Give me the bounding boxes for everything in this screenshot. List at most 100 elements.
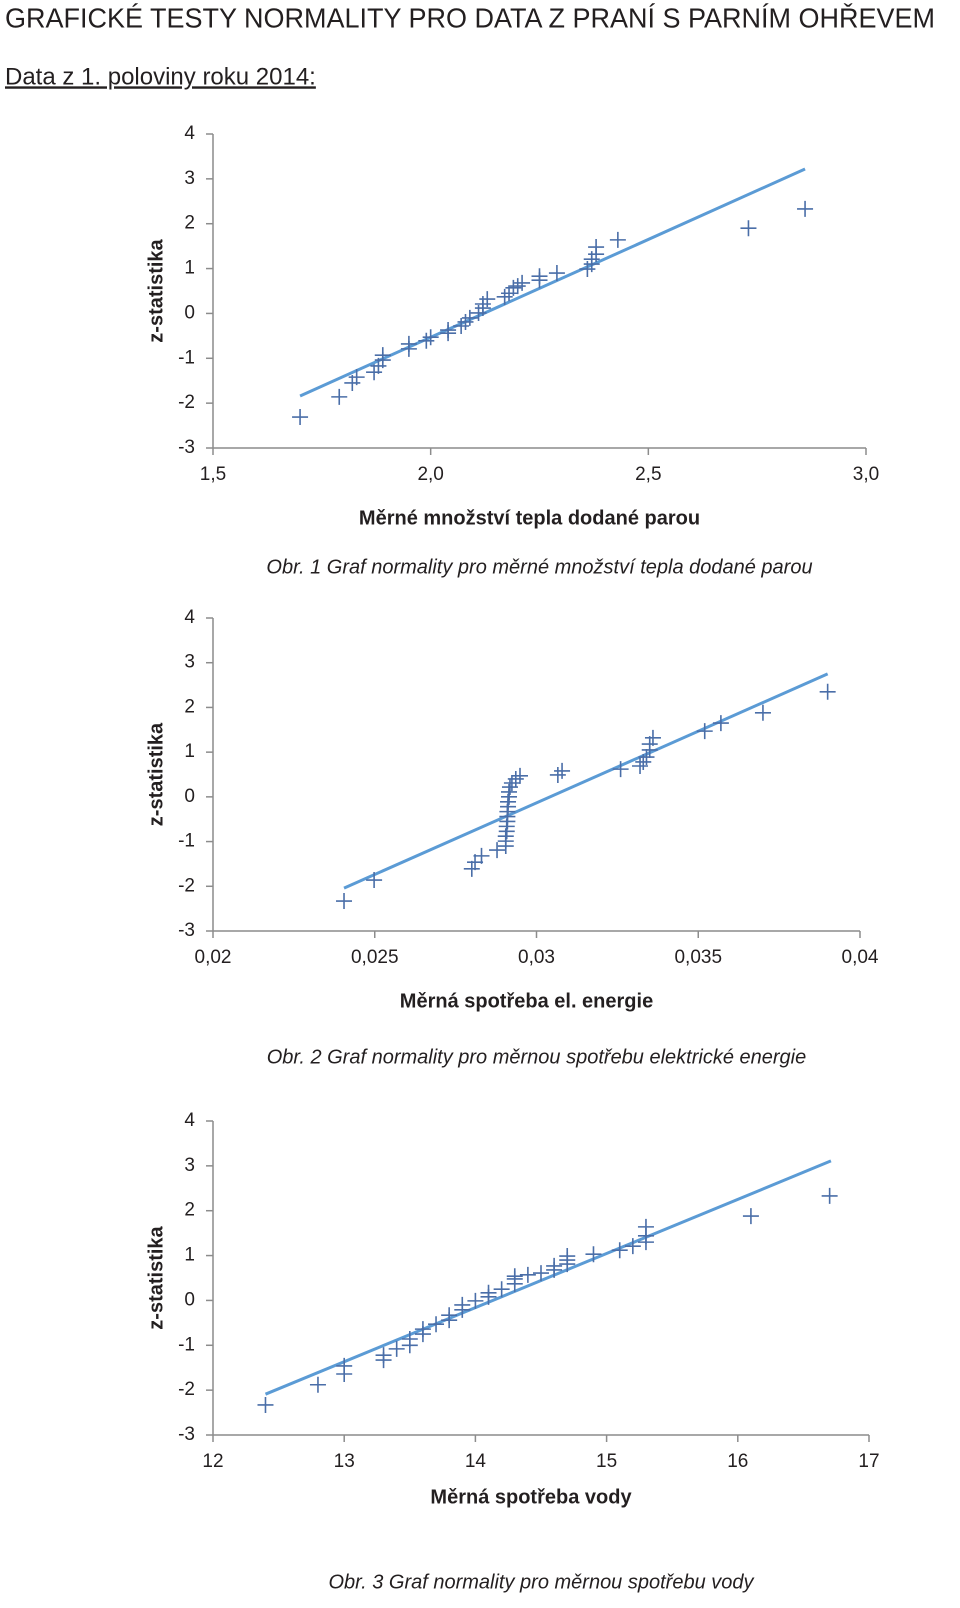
y-tick-label: 4 (184, 123, 195, 144)
data-point (503, 774, 520, 791)
y-tick-label: -3 (178, 437, 195, 458)
data-point (696, 723, 713, 740)
y-tick-label: 1 (184, 258, 195, 279)
data-point (533, 1265, 549, 1282)
data-point (611, 1242, 628, 1259)
data-point (493, 1281, 510, 1298)
y-tick-label: 2 (184, 696, 195, 717)
data-point (509, 278, 526, 295)
x-tick-label: 0,03 (518, 947, 555, 968)
y-tick-label: 3 (184, 1155, 195, 1176)
page-subtitle: Data z 1. poloviny roku 2014: (5, 63, 316, 90)
data-point (388, 1340, 405, 1357)
y-tick-label: 2 (184, 1200, 195, 1221)
y-tick-label: 2 (184, 213, 195, 234)
y-tick-label: 3 (184, 168, 195, 189)
data-point (549, 766, 566, 783)
data-point (742, 1208, 759, 1225)
data-point (638, 749, 655, 766)
data-point (585, 1246, 602, 1263)
page-title: GRAFICKÉ TESTY NORMALITY PRO DATA Z PRAN… (5, 2, 935, 33)
y-tick-label: 0 (184, 302, 195, 323)
x-axis-label: Měrná spotřeba vody (430, 1486, 632, 1508)
y-tick-label: -2 (178, 1379, 195, 1400)
y-tick-label: 0 (184, 1289, 195, 1310)
data-point (428, 1316, 445, 1333)
y-tick-label: 1 (184, 1245, 195, 1266)
x-tick-label: 3,0 (853, 464, 879, 485)
x-tick-label: 0,02 (195, 947, 232, 968)
data-point (454, 1296, 471, 1313)
data-point (480, 1284, 497, 1301)
data-point (463, 860, 480, 877)
y-tick-label: 3 (184, 652, 195, 673)
data-point (336, 1357, 353, 1374)
x-tick-label: 1,5 (200, 464, 226, 485)
data-point (400, 335, 417, 352)
data-point (366, 872, 383, 889)
data-point (740, 220, 757, 237)
data-point (531, 268, 548, 285)
data-point (496, 288, 513, 305)
data-point (819, 683, 836, 700)
data-point (348, 369, 365, 386)
data-point (501, 779, 518, 796)
data-point (821, 1187, 838, 1204)
y-tick-label: -1 (178, 831, 195, 852)
data-point (505, 279, 522, 296)
x-tick-label: 0,04 (842, 947, 879, 968)
data-point (473, 847, 490, 864)
data-point (374, 347, 391, 364)
fit-line (299, 167, 806, 398)
data-point (559, 1248, 576, 1265)
data-point (548, 265, 565, 282)
data-point (588, 239, 605, 256)
data-point (644, 729, 661, 746)
data-point (519, 1266, 536, 1283)
data-point (754, 704, 771, 721)
x-tick-label: 16 (727, 1451, 748, 1472)
data-point (641, 736, 658, 753)
data-point (461, 309, 478, 326)
data-point (422, 329, 439, 346)
chart-caption: Obr. 1 Graf normality pro měrné množství… (266, 556, 812, 578)
y-axis-label: z-statistika (145, 238, 167, 342)
data-point (612, 761, 629, 778)
chart-caption: Obr. 3 Graf normality pro měrnou spotřeb… (329, 1571, 755, 1593)
data-point (554, 762, 571, 779)
y-tick-label: -2 (178, 392, 195, 413)
data-point (632, 758, 649, 775)
y-tick-label: -3 (178, 1424, 195, 1445)
data-point (797, 200, 814, 217)
data-point (712, 715, 729, 732)
data-point (514, 274, 531, 291)
data-point (257, 1396, 274, 1413)
y-tick-label: 4 (184, 607, 195, 628)
data-point (331, 388, 348, 405)
x-tick-label: 17 (858, 1451, 879, 1472)
x-tick-label: 0,025 (351, 947, 399, 968)
data-point (292, 409, 309, 426)
data-point (336, 893, 353, 910)
y-axis-label: z-statistika (145, 1225, 167, 1329)
y-tick-label: 4 (184, 1110, 195, 1131)
data-point (457, 313, 474, 330)
data-point (637, 1218, 654, 1235)
x-tick-label: 14 (465, 1451, 487, 1472)
x-tick-label: 15 (596, 1451, 617, 1472)
data-point (414, 1321, 431, 1338)
data-point (467, 854, 484, 871)
chart-caption: Obr. 2 Graf normality pro měrnou spotřeb… (267, 1046, 807, 1068)
data-point (512, 767, 529, 784)
y-tick-label: 1 (184, 741, 195, 762)
data-point (375, 1347, 392, 1364)
data-point (418, 332, 435, 349)
data-point (546, 1257, 563, 1274)
fit-line (343, 672, 829, 890)
x-axis-label: Měrné množství tepla dodané parou (359, 507, 700, 529)
data-point (309, 1376, 326, 1393)
data-point (441, 1307, 458, 1324)
y-tick-label: -2 (178, 875, 195, 896)
x-tick-label: 2,5 (635, 464, 661, 485)
